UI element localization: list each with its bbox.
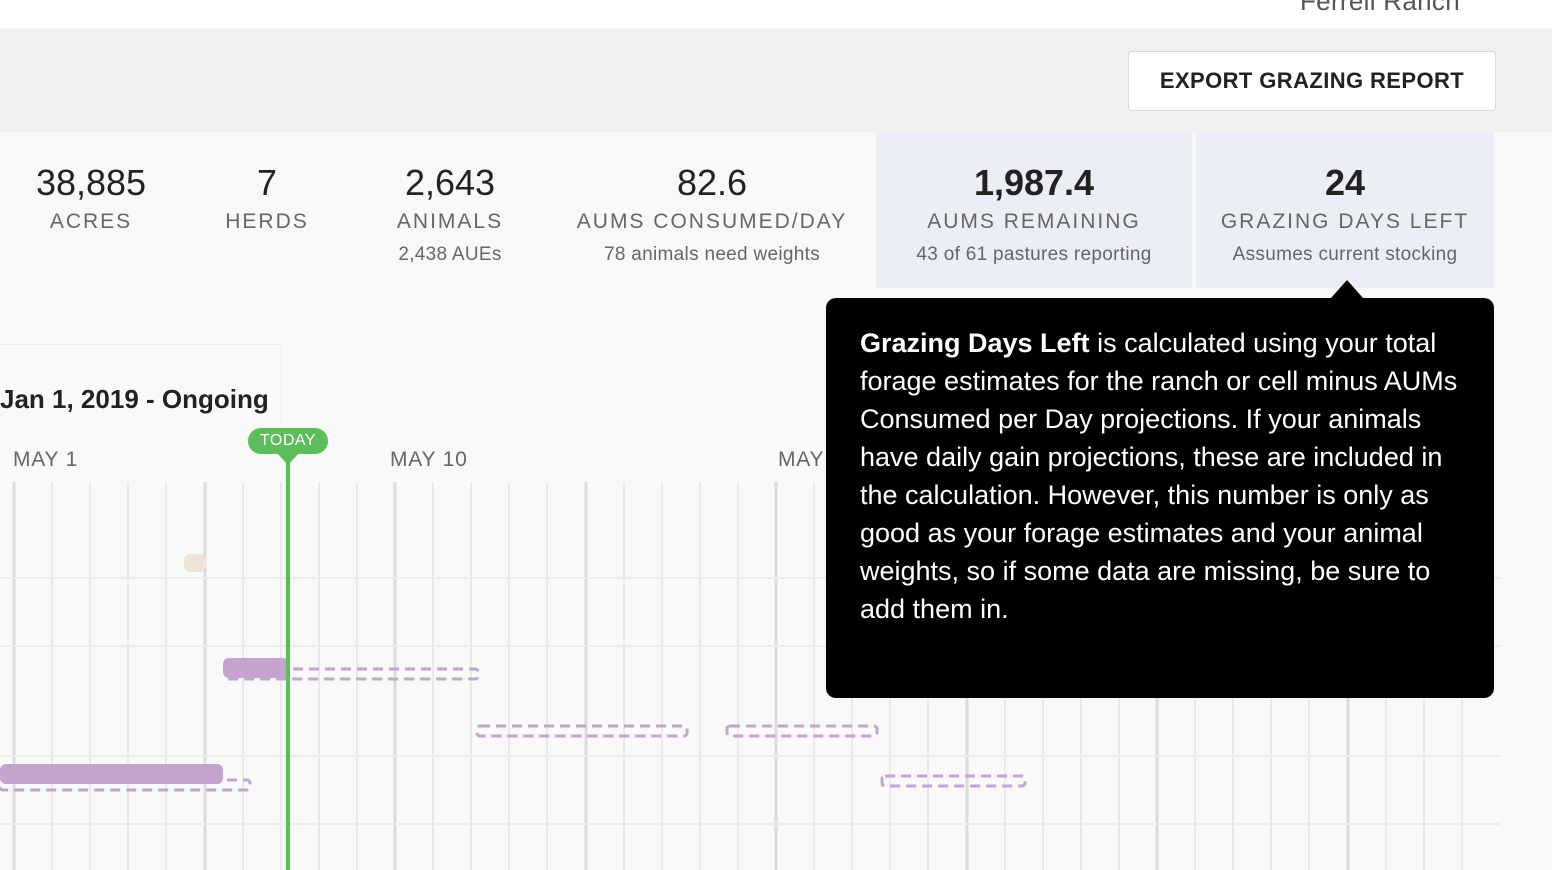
today-line — [286, 454, 290, 870]
stat-herds: 7 HERDS — [182, 132, 352, 288]
date-range-label[interactable]: Jan 1, 2019 - Ongoing — [0, 384, 269, 414]
planned-grazing-bar — [880, 774, 1027, 788]
date-label: MAY — [778, 448, 825, 471]
planned-grazing-bar — [475, 724, 689, 738]
stat-acres: 38,885 ACRES — [0, 132, 182, 288]
ranch-name[interactable]: Ferrell Ranch — [1300, 0, 1460, 16]
stat-label: GRAZING DAYS LEFT — [1220, 210, 1470, 233]
planned-grazing-bar — [0, 778, 252, 792]
date-label: MAY 10 — [390, 448, 468, 471]
grazing-days-tooltip: Grazing Days Left is calculated using yo… — [826, 298, 1494, 698]
stat-value: 7 — [256, 162, 278, 203]
tooltip-text: is calculated using your total forage es… — [860, 328, 1458, 624]
stat-animals: 2,643 ANIMALS 2,438 AUEs — [352, 132, 548, 288]
stat-label: AUMS CONSUMED/DAY — [576, 210, 848, 233]
tooltip-term: Grazing Days Left — [860, 328, 1090, 358]
stat-aums-remaining[interactable]: 1,987.4 AUMS REMAINING 43 of 61 pastures… — [876, 132, 1192, 288]
stat-value: 1,987.4 — [973, 162, 1095, 203]
stat-value: 2,643 — [404, 162, 496, 203]
stat-label: HERDS — [225, 210, 309, 233]
grazing-bar — [0, 764, 223, 784]
tooltip-arrow — [1331, 280, 1363, 298]
planned-grazing-bar — [725, 724, 879, 738]
stat-aums-consumed: 82.6 AUMS CONSUMED/DAY 78 animals need w… — [548, 132, 876, 288]
stat-sub: 78 animals need weights — [603, 244, 821, 265]
date-range-box — [0, 344, 282, 424]
stat-label: AUMS REMAINING — [927, 210, 1141, 233]
stats-bar: 38,885 ACRES 7 HERDS 2,643 ANIMALS 2,438… — [0, 132, 1552, 288]
date-label: MAY 1 — [13, 448, 79, 471]
stat-sub: 43 of 61 pastures reporting — [916, 244, 1152, 265]
today-badge: TODAY — [248, 428, 328, 454]
stat-value: 82.6 — [676, 162, 748, 203]
grazing-marker — [184, 554, 206, 572]
stat-label: ANIMALS — [396, 210, 504, 233]
stat-label: ACRES — [49, 210, 133, 233]
stat-sub: 2,438 AUEs — [398, 244, 502, 265]
stat-sub: Assumes current stocking — [1232, 244, 1458, 265]
toolbar: EXPORT GRAZING REPORT — [0, 28, 1552, 132]
export-grazing-report-button[interactable]: EXPORT GRAZING REPORT — [1128, 51, 1496, 111]
stat-grazing-days-left[interactable]: 24 GRAZING DAYS LEFT Assumes current sto… — [1196, 132, 1494, 288]
top-bar: Ferrell Ranch — [0, 0, 1552, 28]
grazing-bar — [223, 658, 289, 678]
stat-value: 38,885 — [35, 162, 147, 203]
stat-value: 24 — [1324, 162, 1366, 203]
